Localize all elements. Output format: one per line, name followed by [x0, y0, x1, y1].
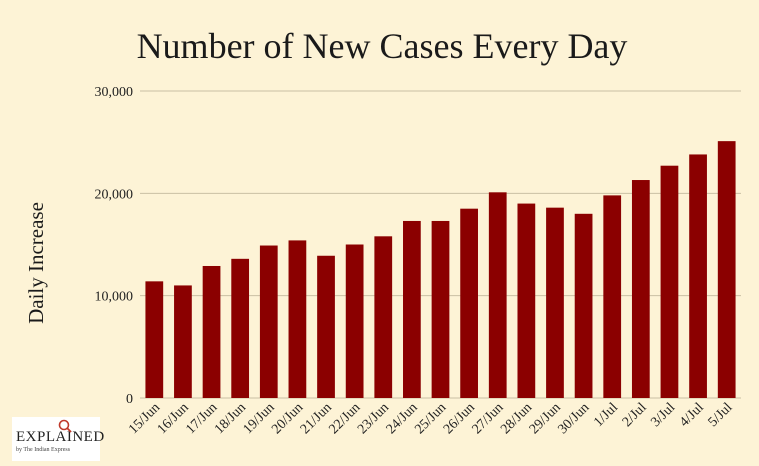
bar-24-jun: [403, 220, 421, 398]
x-tick-label: 28/Jun: [498, 400, 535, 437]
y-tick-label: 30,000: [95, 85, 134, 100]
bar-23-jun: [374, 236, 393, 398]
x-tick-label: 21/Jun: [298, 400, 335, 437]
bar-26-jun: [460, 208, 478, 398]
logo-text: EXPLAINED: [16, 429, 105, 445]
y-tick-label: 20,000: [95, 187, 134, 202]
y-tick-label: 0: [126, 392, 133, 407]
x-tick-label: 3/Jul: [648, 400, 678, 430]
bar-15-jun: [145, 281, 164, 398]
x-tick-label: 17/Jun: [183, 400, 220, 437]
bar-28-jun: [517, 203, 536, 398]
bar-3-jul: [660, 165, 679, 398]
bar-5-jul: [717, 141, 736, 399]
y-tick-label: 10,000: [95, 290, 134, 305]
bar-2-jul: [631, 180, 650, 398]
x-tick-label: 2/Jul: [620, 400, 650, 430]
bar-30-jun: [574, 213, 593, 398]
chart-title: Number of New Cases Every Day: [137, 26, 628, 66]
magnifier-icon: [58, 419, 72, 433]
bar-27-jun: [488, 192, 507, 398]
x-tick-label: 22/Jun: [326, 400, 363, 437]
y-axis-ticks: 0 10,000 20,000 30,000: [95, 85, 134, 407]
x-tick-label: 26/Jun: [441, 400, 478, 437]
bar-18-jun: [231, 258, 250, 398]
x-tick-label: 19/Jun: [241, 400, 278, 437]
x-tick-label: 5/Jul: [706, 400, 736, 430]
x-tick-label: 1/Jul: [591, 400, 621, 430]
logo-subtext: by The Indian Express: [16, 447, 71, 453]
x-tick-label: 4/Jul: [677, 400, 707, 430]
bar-1-jul: [603, 195, 622, 398]
x-axis-ticks: 15/Jun16/Jun17/Jun18/Jun19/Jun20/Jun21/J…: [126, 400, 735, 437]
explained-logo: EXPLAINED by The Indian Express: [12, 417, 105, 461]
x-tick-label: 18/Jun: [212, 400, 249, 437]
bar-29-jun: [546, 207, 564, 398]
bar-25-jun: [431, 220, 450, 398]
x-tick-label: 30/Jun: [555, 400, 592, 437]
bars: [145, 141, 736, 399]
bar-16-jun: [174, 285, 192, 398]
x-tick-label: 23/Jun: [355, 400, 392, 437]
x-tick-label: 25/Jun: [412, 400, 449, 437]
bar-22-jun: [345, 244, 364, 398]
bar-21-jun: [317, 255, 335, 398]
x-tick-label: 27/Jun: [470, 400, 507, 437]
bar-4-jul: [689, 154, 707, 398]
bar-20-jun: [288, 240, 307, 398]
x-tick-label: 16/Jun: [155, 400, 192, 437]
y-axis-label: Daily Increase: [24, 202, 48, 324]
bar-19-jun: [259, 245, 278, 398]
bar-17-jun: [202, 265, 221, 398]
x-tick-label: 29/Jun: [527, 400, 564, 437]
x-tick-label: 24/Jun: [384, 400, 421, 437]
x-tick-label: 20/Jun: [269, 400, 306, 437]
